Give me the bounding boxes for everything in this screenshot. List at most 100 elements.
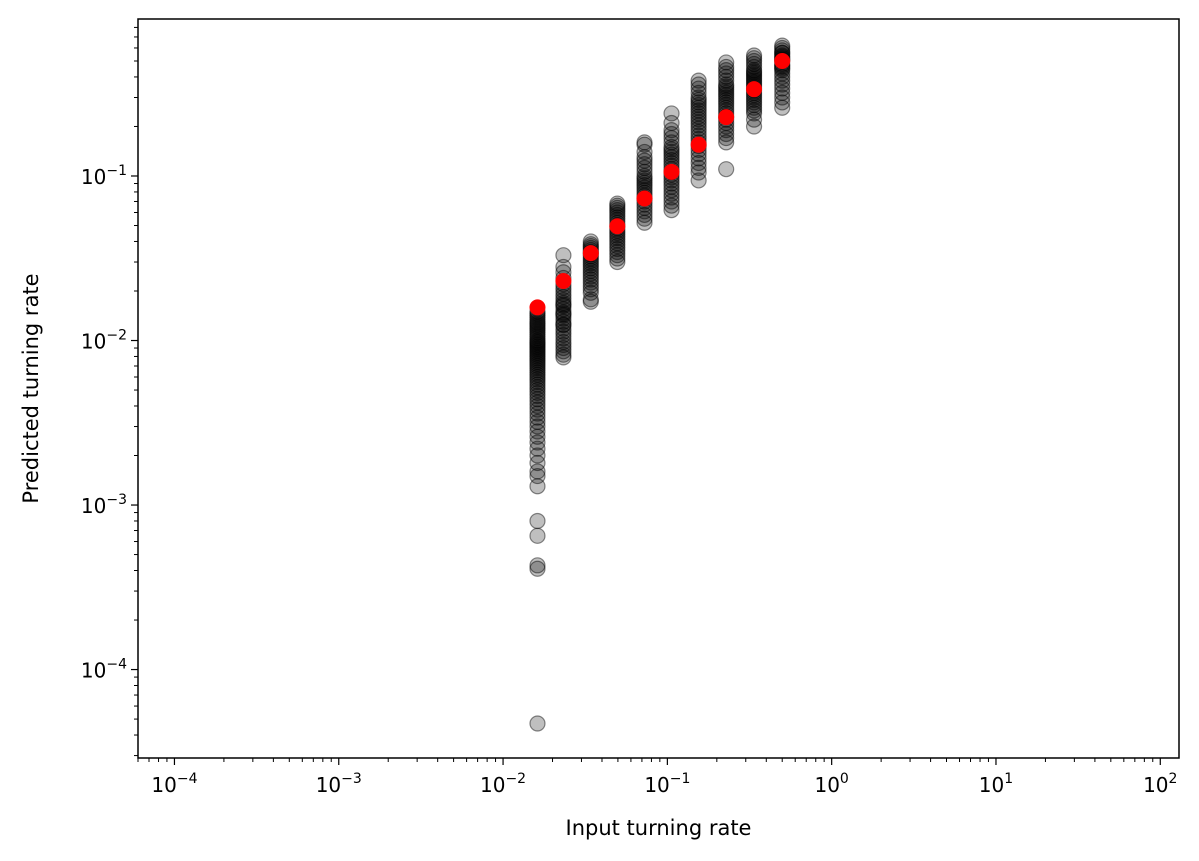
predicted-point xyxy=(690,91,707,109)
predicted-point xyxy=(745,50,763,67)
predicted-point xyxy=(745,111,763,128)
predicted-point xyxy=(555,346,572,363)
predicted-point xyxy=(582,268,599,285)
predicted-point xyxy=(555,320,572,337)
predicted-point xyxy=(529,373,546,391)
predicted-point xyxy=(555,310,572,327)
y-axis-label: Predicted turning rate xyxy=(19,273,43,503)
predicted-point xyxy=(718,58,735,76)
predicted-point xyxy=(529,394,546,411)
predicted-point xyxy=(663,105,680,122)
predicted-point xyxy=(718,62,735,79)
x-axis-label: Input turning rate xyxy=(566,816,752,840)
predicted-point xyxy=(636,174,653,191)
input-point xyxy=(690,136,707,153)
predicted-point xyxy=(529,423,546,440)
predicted-point xyxy=(555,317,572,334)
predicted-point xyxy=(690,94,707,111)
series-input-points xyxy=(529,52,791,316)
predicted-point xyxy=(529,409,546,426)
predicted-point xyxy=(718,89,735,106)
predicted-point xyxy=(745,99,763,116)
predicted-point xyxy=(529,478,546,495)
predicted-point xyxy=(609,197,626,214)
predicted-point xyxy=(690,96,707,114)
x-tick-label: 10−1 xyxy=(644,771,690,797)
predicted-point xyxy=(582,262,599,279)
input-point xyxy=(582,245,599,262)
predicted-point xyxy=(529,366,546,383)
predicted-point xyxy=(529,346,546,363)
predicted-point xyxy=(529,447,546,464)
predicted-point xyxy=(529,350,546,367)
predicted-point xyxy=(609,202,626,219)
predicted-point xyxy=(529,335,546,352)
predicted-point xyxy=(529,328,546,345)
predicted-point xyxy=(745,47,763,64)
predicted-point xyxy=(774,68,791,86)
predicted-point xyxy=(636,143,653,161)
predicted-point xyxy=(745,105,763,122)
predicted-point xyxy=(529,344,546,362)
input-point xyxy=(746,81,763,98)
predicted-point xyxy=(555,313,572,330)
predicted-point xyxy=(555,330,572,347)
predicted-point xyxy=(774,94,791,111)
predicted-point xyxy=(555,307,572,324)
predicted-point xyxy=(718,129,735,147)
predicted-point xyxy=(529,359,546,377)
input-point xyxy=(529,299,546,316)
predicted-point xyxy=(582,291,599,308)
input-point xyxy=(718,109,735,126)
predicted-point xyxy=(718,87,735,104)
x-tick-label: 10−3 xyxy=(316,771,362,797)
predicted-point xyxy=(555,288,572,306)
predicted-point xyxy=(718,82,735,99)
predicted-point xyxy=(555,294,572,312)
predicted-point xyxy=(609,250,626,267)
predicted-point xyxy=(555,292,572,309)
predicted-point xyxy=(745,118,763,135)
predicted-point xyxy=(690,159,707,176)
predicted-point xyxy=(718,125,735,143)
x-major-ticks: 10−4 10−3 10−2 10−1 100 101 102 xyxy=(151,758,1177,797)
predicted-point xyxy=(636,152,653,169)
predicted-point xyxy=(774,80,791,97)
predicted-point xyxy=(774,99,791,116)
predicted-point xyxy=(774,89,791,106)
predicted-point xyxy=(663,134,680,151)
predicted-point xyxy=(745,58,763,76)
predicted-point xyxy=(718,91,735,109)
predicted-point xyxy=(690,111,707,128)
predicted-point xyxy=(636,163,653,180)
predicted-point xyxy=(690,172,707,189)
predicted-point xyxy=(529,338,546,355)
predicted-point xyxy=(745,102,763,119)
predicted-point xyxy=(555,297,572,315)
predicted-point xyxy=(636,214,653,231)
predicted-point xyxy=(745,62,763,79)
predicted-point xyxy=(636,170,653,187)
y-tick-label: 10−1 xyxy=(81,163,127,189)
predicted-point xyxy=(582,271,599,288)
predicted-point xyxy=(529,715,546,732)
predicted-point xyxy=(636,134,653,151)
predicted-point xyxy=(529,317,546,334)
predicted-point xyxy=(774,84,791,101)
predicted-point xyxy=(718,78,735,95)
predicted-point xyxy=(774,76,791,93)
predicted-point xyxy=(529,463,546,480)
predicted-point xyxy=(745,96,763,114)
x-tick-label: 102 xyxy=(1143,771,1177,797)
predicted-point xyxy=(529,368,546,386)
predicted-point xyxy=(529,384,546,402)
predicted-point xyxy=(529,330,546,347)
predicted-point xyxy=(690,117,707,134)
predicted-point xyxy=(663,141,680,158)
predicted-point xyxy=(609,199,626,216)
predicted-point xyxy=(609,247,626,264)
predicted-point xyxy=(582,293,599,310)
predicted-point xyxy=(529,362,546,379)
predicted-point xyxy=(745,65,763,82)
y-major-ticks: 10−4 10−3 10−2 10−1 xyxy=(81,163,138,683)
